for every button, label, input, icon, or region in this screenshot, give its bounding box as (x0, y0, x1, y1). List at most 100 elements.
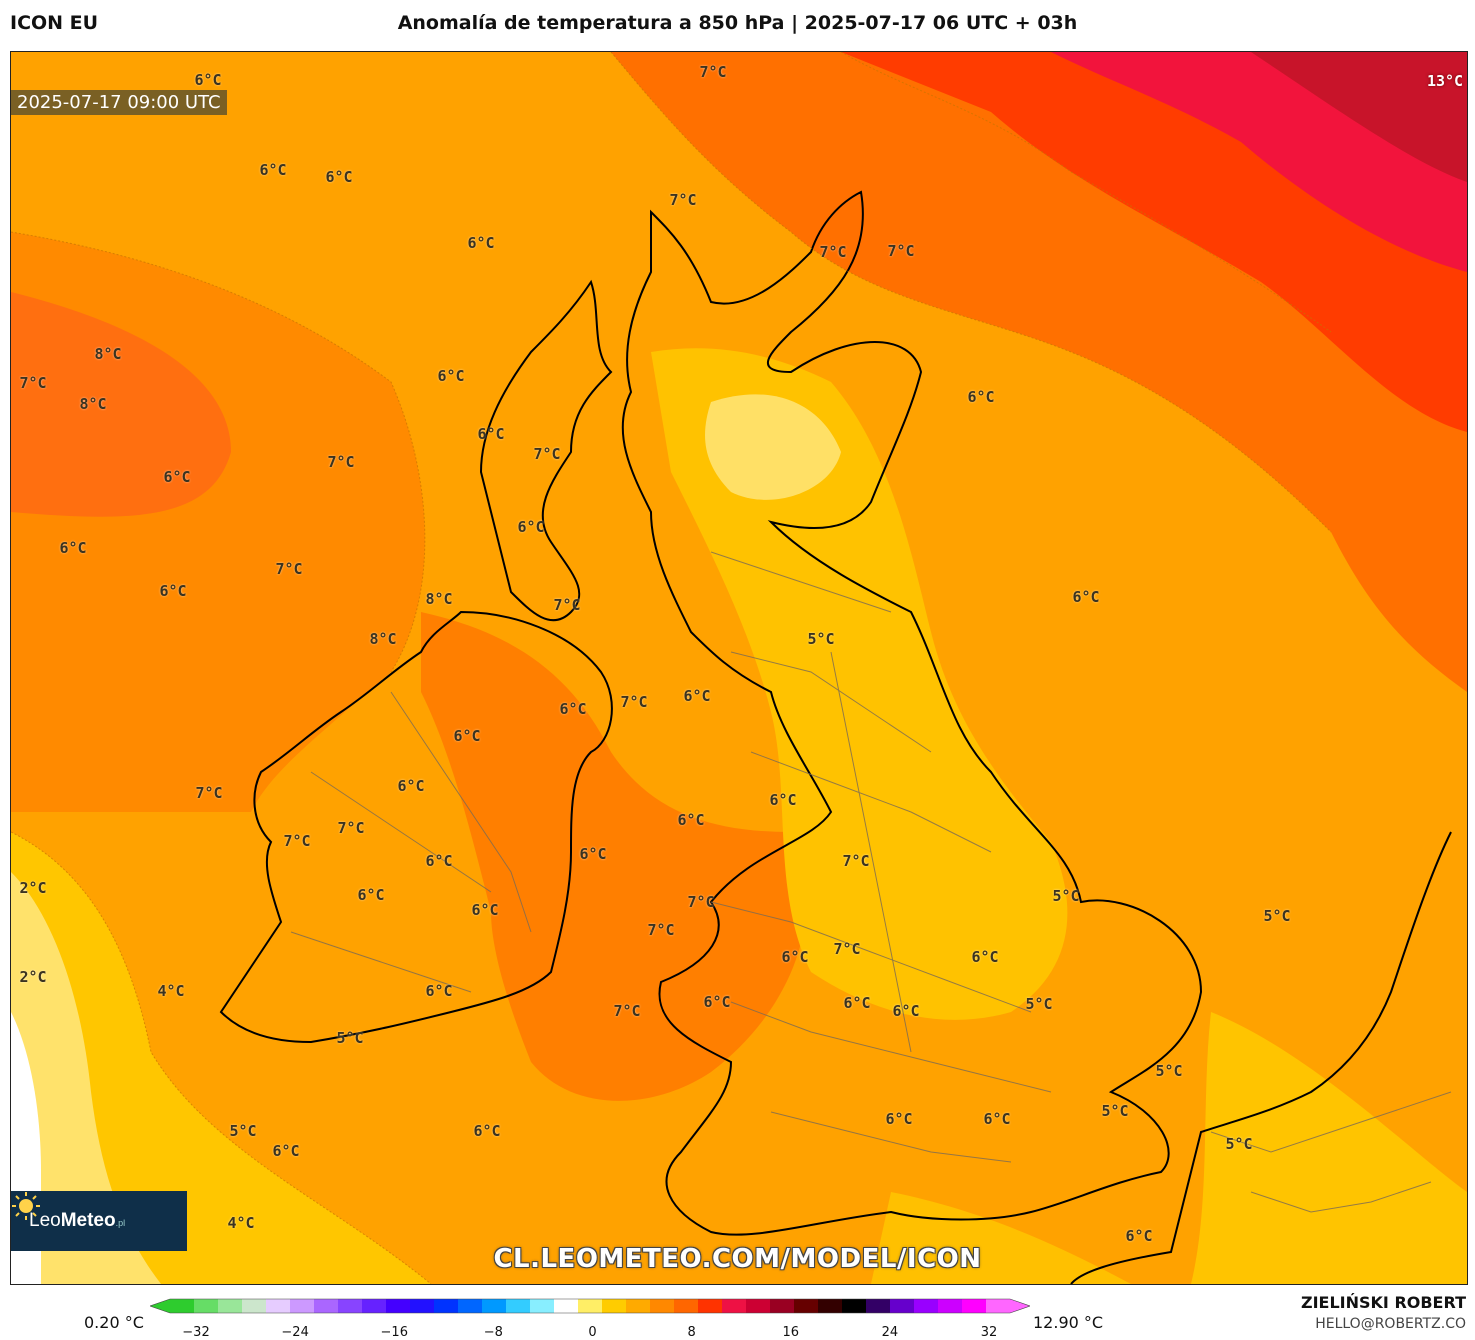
contour-label: 6°C (703, 993, 731, 1011)
colorbar-tick-label: −32 (182, 1325, 210, 1340)
colorbar-segment (890, 1299, 915, 1313)
contour-label: 6°C (579, 845, 607, 863)
contour-label: 6°C (1125, 1227, 1153, 1245)
colorbar-segment (266, 1299, 291, 1313)
contour-label: 6°C (971, 948, 999, 966)
colorbar-tick-label: 24 (881, 1325, 899, 1340)
field-s-yellow (871, 1192, 1131, 1284)
contour-label: 6°C (357, 886, 385, 904)
colorbar-segment (554, 1299, 579, 1313)
contour-label: 7°C (687, 893, 715, 911)
contour-label: 6°C (59, 539, 87, 557)
colorbar-segment (602, 1299, 627, 1313)
colorbar-segment (794, 1299, 819, 1313)
colorbar-segment (434, 1299, 459, 1313)
contour-label: 7°C (613, 1002, 641, 1020)
contour-label: 6°C (781, 948, 809, 966)
contour-label: 6°C (683, 687, 711, 705)
admin-boundaries (290, 551, 1452, 1213)
valid-time-label: 2025-07-17 09:00 UTC (11, 90, 227, 115)
contour-label: 7°C (337, 819, 365, 837)
colorbar (150, 1298, 1030, 1314)
contour-label: 6°C (259, 161, 287, 179)
contour-label: 7°C (327, 453, 355, 471)
author-email[interactable]: HELLO@ROBERTZ.CO (1315, 1316, 1466, 1332)
contour-label: 4°C (227, 1214, 255, 1232)
contour-label: 6°C (559, 700, 587, 718)
colorbar-segment (362, 1299, 387, 1313)
contour-label: 6°C (892, 1002, 920, 1020)
colorbar-segment (530, 1299, 555, 1313)
contour-label: 6°C (437, 367, 465, 385)
contour-label: 6°C (967, 388, 995, 406)
contour-label: 7°C (553, 596, 581, 614)
contour-label: 6°C (325, 168, 353, 186)
field-west-warm (11, 292, 231, 517)
contour-label: 5°C (1225, 1135, 1253, 1153)
contour-label: 6°C (769, 791, 797, 809)
colorbar-tick-label: 32 (980, 1325, 998, 1340)
colorbar-segment (170, 1299, 195, 1313)
contour-label: 7°C (283, 832, 311, 850)
contour-label: 5°C (1025, 995, 1053, 1013)
contour-label: 6°C (425, 852, 453, 870)
contour-label: 7°C (195, 784, 223, 802)
colorbar-segment (674, 1299, 699, 1313)
colorbar-tick-label: −24 (281, 1325, 309, 1340)
contour-label: 6°C (983, 1110, 1011, 1128)
contour-lines (11, 52, 1332, 1284)
colorbar-max-label: 12.90 °C (1033, 1313, 1104, 1332)
contour-label: 6°C (159, 582, 187, 600)
colorbar-tick-label: −8 (483, 1325, 503, 1340)
contour-label: 7°C (819, 243, 847, 261)
contour-label: 6°C (477, 425, 505, 443)
contour-label: 5°C (229, 1122, 257, 1140)
colorbar-segment (914, 1299, 939, 1313)
site-url-watermark: CL.LEOMETEO.COM/MODEL/ICON (493, 1244, 982, 1274)
colorbar-segment (842, 1299, 867, 1313)
contour-label: 7°C (275, 560, 303, 578)
colorbar-tick-label: −16 (380, 1325, 408, 1340)
colorbar-segment (986, 1299, 1011, 1313)
contour-label: 5°C (807, 630, 835, 648)
contour-label: 6°C (885, 1110, 913, 1128)
colorbar-min-label: 0.20 °C (84, 1313, 144, 1332)
leometeo-logo[interactable]: LeoMeteo.pl (11, 1191, 187, 1251)
colorbar-segment (338, 1299, 363, 1313)
contour-label: 7°C (669, 191, 697, 209)
model-name: ICON EU (10, 12, 99, 34)
field-highlands-pale (705, 394, 841, 500)
colorbar-segment (698, 1299, 723, 1313)
contour-label: 7°C (699, 63, 727, 81)
contour-label: 2°C (19, 879, 47, 897)
contour-label: 6°C (397, 777, 425, 795)
contour-label: 6°C (272, 1142, 300, 1160)
colorbar-segment (962, 1299, 987, 1313)
contour-label: 13°C (1426, 72, 1464, 90)
colorbar-segment (314, 1299, 339, 1313)
contour-label: 7°C (620, 693, 648, 711)
contour-label: 8°C (425, 590, 453, 608)
contour-label: 6°C (1072, 588, 1100, 606)
colorbar-segment (578, 1299, 603, 1313)
colorbar-segment (938, 1299, 963, 1313)
colorbar-segment (650, 1299, 675, 1313)
colorbar-tick-label: 16 (782, 1325, 800, 1340)
colorbar-segment (770, 1299, 795, 1313)
temperature-anomaly-map: 2025-07-17 09:00 UTC LeoMeteo.pl 6°C 7°C 1… (10, 51, 1468, 1285)
contour-label: 6°C (843, 994, 871, 1012)
coastlines (219, 190, 1452, 1284)
colorbar-segment (410, 1299, 435, 1313)
field-sw-yellow (11, 832, 431, 1284)
colorbar-left-arrow (150, 1299, 170, 1313)
colorbar-tick-label: 8 (687, 1325, 696, 1340)
field-se-yellow (1191, 1012, 1467, 1284)
colorbar-segment (386, 1299, 411, 1313)
contour-label: 6°C (473, 1122, 501, 1140)
colorbar-tick-label: 0 (588, 1325, 597, 1340)
contour-label: 6°C (467, 234, 495, 252)
contour-label: 6°C (194, 71, 222, 89)
colorbar-segment (722, 1299, 747, 1313)
contour-label: 2°C (19, 968, 47, 986)
colorbar-segment (194, 1299, 219, 1313)
